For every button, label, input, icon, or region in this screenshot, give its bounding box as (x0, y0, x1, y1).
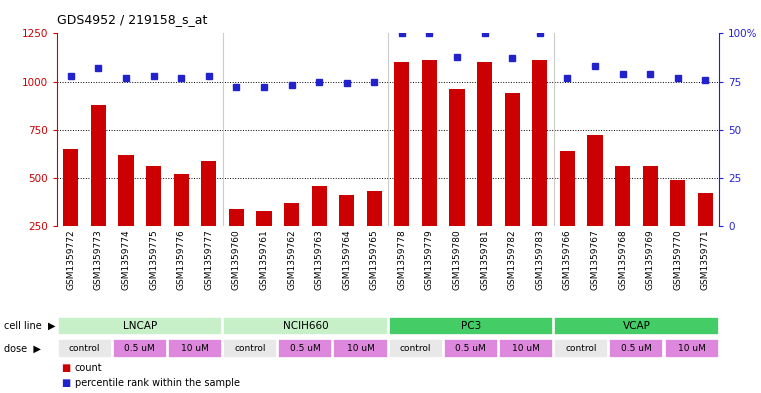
Text: cell line  ▶: cell line ▶ (4, 321, 56, 331)
Bar (422, 61, 437, 226)
Bar (389, 317, 553, 335)
Bar (333, 340, 387, 358)
Text: NCIH660: NCIH660 (282, 321, 328, 331)
Text: GSM1359782: GSM1359782 (508, 230, 517, 290)
Bar (444, 340, 498, 358)
Text: LNCAP: LNCAP (123, 321, 157, 331)
Bar (58, 340, 112, 358)
Bar (367, 191, 382, 226)
Text: control: control (565, 344, 597, 353)
Text: 0.5 uM: 0.5 uM (125, 344, 155, 353)
Text: GSM1359779: GSM1359779 (425, 230, 434, 290)
Text: GSM1359765: GSM1359765 (370, 230, 379, 290)
Text: GSM1359770: GSM1359770 (673, 230, 683, 290)
Text: 10 uM: 10 uM (677, 344, 705, 353)
Text: 0.5 uM: 0.5 uM (290, 344, 320, 353)
Bar (394, 62, 409, 226)
Bar (146, 166, 161, 226)
Text: count: count (75, 363, 102, 373)
Bar (450, 89, 465, 226)
Text: GSM1359778: GSM1359778 (397, 230, 406, 290)
Text: GSM1359768: GSM1359768 (618, 230, 627, 290)
Bar (174, 174, 189, 226)
Text: GSM1359776: GSM1359776 (177, 230, 186, 290)
Text: 10 uM: 10 uM (346, 344, 374, 353)
Text: 0.5 uM: 0.5 uM (456, 344, 486, 353)
Text: 10 uM: 10 uM (181, 344, 209, 353)
Bar (58, 317, 222, 335)
Text: GSM1359763: GSM1359763 (314, 230, 323, 290)
Bar (532, 61, 547, 226)
Text: GSM1359774: GSM1359774 (122, 230, 131, 290)
Bar (615, 166, 630, 226)
Bar (279, 340, 333, 358)
Bar (698, 193, 713, 226)
Bar (554, 340, 608, 358)
Bar (610, 340, 664, 358)
Text: GSM1359777: GSM1359777 (204, 230, 213, 290)
Bar (91, 105, 106, 226)
Bar (664, 340, 718, 358)
Text: GSM1359760: GSM1359760 (232, 230, 241, 290)
Bar (560, 151, 575, 226)
Text: control: control (400, 344, 431, 353)
Text: 10 uM: 10 uM (512, 344, 540, 353)
Text: GSM1359783: GSM1359783 (535, 230, 544, 290)
Bar (63, 149, 78, 226)
Bar (168, 340, 222, 358)
Text: GSM1359773: GSM1359773 (94, 230, 103, 290)
Text: dose  ▶: dose ▶ (4, 343, 40, 354)
Bar (201, 160, 216, 226)
Bar (119, 155, 134, 226)
Text: GSM1359766: GSM1359766 (563, 230, 572, 290)
Text: VCAP: VCAP (622, 321, 651, 331)
Bar (505, 93, 520, 226)
Bar (477, 62, 492, 226)
Text: GSM1359762: GSM1359762 (287, 230, 296, 290)
Text: GSM1359781: GSM1359781 (480, 230, 489, 290)
Text: GSM1359780: GSM1359780 (453, 230, 462, 290)
Text: GSM1359775: GSM1359775 (149, 230, 158, 290)
Text: GDS4952 / 219158_s_at: GDS4952 / 219158_s_at (57, 13, 208, 26)
Bar (229, 209, 244, 226)
Text: GSM1359772: GSM1359772 (66, 230, 75, 290)
Text: control: control (234, 344, 266, 353)
Bar (223, 317, 387, 335)
Text: ■: ■ (61, 363, 70, 373)
Text: GSM1359771: GSM1359771 (701, 230, 710, 290)
Bar (339, 195, 355, 226)
Bar (223, 340, 277, 358)
Text: PC3: PC3 (460, 321, 481, 331)
Bar (587, 136, 603, 226)
Bar (554, 317, 718, 335)
Text: GSM1359767: GSM1359767 (591, 230, 600, 290)
Text: 0.5 uM: 0.5 uM (621, 344, 651, 353)
Bar (311, 185, 326, 226)
Text: GSM1359769: GSM1359769 (645, 230, 654, 290)
Bar (670, 180, 686, 226)
Text: control: control (69, 344, 100, 353)
Text: ■: ■ (61, 378, 70, 387)
Text: GSM1359761: GSM1359761 (260, 230, 269, 290)
Bar (284, 203, 299, 226)
Bar (499, 340, 553, 358)
Text: GSM1359764: GSM1359764 (342, 230, 352, 290)
Bar (113, 340, 167, 358)
Text: percentile rank within the sample: percentile rank within the sample (75, 378, 240, 387)
Bar (256, 211, 272, 226)
Bar (389, 340, 443, 358)
Bar (642, 166, 658, 226)
